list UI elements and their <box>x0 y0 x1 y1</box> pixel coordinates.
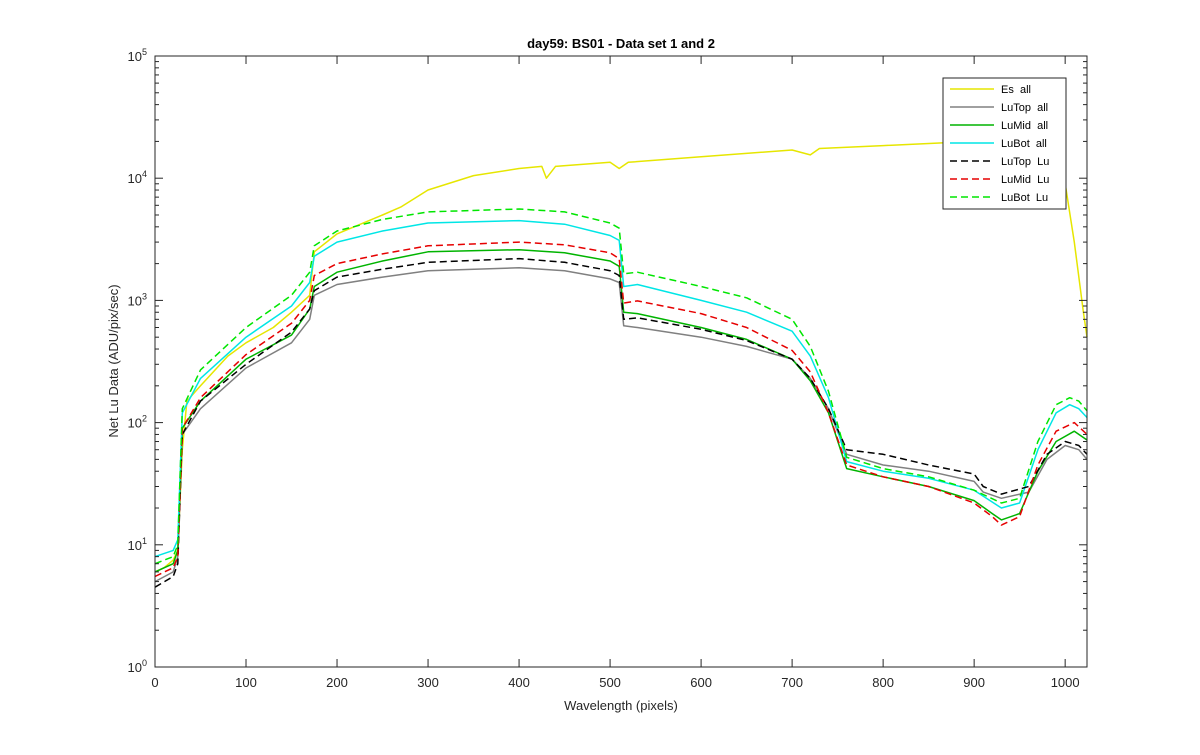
series-line-3 <box>154 219 1088 558</box>
series-line-4 <box>154 257 1088 588</box>
x-ticks: 0 100 200 300 400 500 600 700 800 900 1000 <box>151 56 1080 690</box>
series-line-1 <box>154 267 1088 583</box>
plot-background <box>155 56 1087 667</box>
legend-label-2: LuMid all <box>1001 120 1048 132</box>
y-tick-label: 102 <box>128 414 147 431</box>
x-tick-label: 700 <box>781 675 803 690</box>
legend-label-6: LuBot Lu <box>1001 192 1048 204</box>
legend-label-3: LuBot all <box>1001 138 1047 150</box>
chart-title: day59: BS01 - Data set 1 and 2 <box>527 36 715 51</box>
x-tick-label: 500 <box>599 675 621 690</box>
legend-label-5: LuMid Lu <box>1001 174 1049 186</box>
legend-label-1: LuTop all <box>1001 102 1048 114</box>
y-axis-label: Net Lu Data (ADU/pix/sec) <box>106 284 121 437</box>
legend-items: Es all LuTop all LuMid all LuBot all LuTop L… <box>950 84 1049 204</box>
legend: Es all LuTop all LuMid all LuBot all LuTop L… <box>942 77 1067 210</box>
x-axis-label: Wavelength (pixels) <box>564 698 678 713</box>
y-tick-label: 101 <box>128 536 147 553</box>
y-tick-label: 103 <box>128 291 147 308</box>
y-tick-label: 100 <box>128 658 147 675</box>
x-tick-label: 100 <box>235 675 257 690</box>
y-ticks: 100 101 102 103 104 105 <box>128 47 1087 675</box>
legend-label-4: LuTop Lu <box>1001 156 1049 168</box>
x-tick-label: 200 <box>326 675 348 690</box>
series-line-2 <box>154 248 1088 573</box>
legend-label-0: Es all <box>1001 84 1031 96</box>
series-line-6 <box>154 208 1088 565</box>
x-tick-label: 1000 <box>1051 675 1080 690</box>
series-line-5 <box>154 241 1088 578</box>
x-tick-label: 400 <box>508 675 530 690</box>
x-tick-label: 0 <box>151 675 158 690</box>
x-tick-label: 300 <box>417 675 439 690</box>
y-tick-label: 105 <box>128 47 147 64</box>
axes-box <box>154 55 1088 668</box>
y-tick-label: 104 <box>128 169 147 186</box>
x-tick-label: 900 <box>963 675 985 690</box>
x-tick-label: 800 <box>872 675 894 690</box>
x-tick-label: 600 <box>690 675 712 690</box>
series-layer <box>154 139 1088 588</box>
